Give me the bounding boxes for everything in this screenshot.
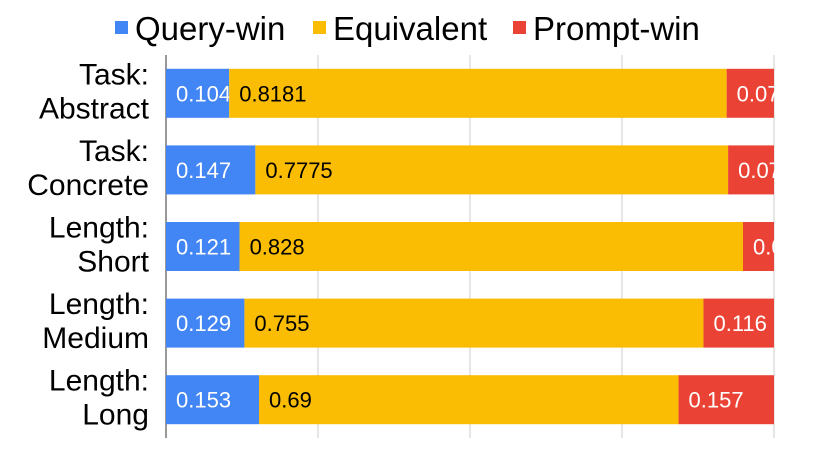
bars: 0.104 0.8181 0.0779 0.147 0.7775 0.0755 0.121 0…	[166, 68, 808, 425]
category-label: Length: Medium	[42, 288, 149, 355]
category-label-line: Task:	[79, 58, 149, 91]
legend-swatch-prompt-win	[513, 21, 526, 34]
category-label-line: Concrete	[27, 169, 149, 202]
bar-segment-prompt-win	[678, 375, 774, 425]
bar-segment-equivalent	[255, 145, 729, 195]
legend-swatch-equivalent	[313, 21, 326, 34]
data-label: 0.828	[250, 235, 305, 260]
category-label-line: Task:	[79, 135, 149, 168]
bar-segment-equivalent	[239, 222, 743, 271]
data-label: 0.121	[176, 235, 231, 260]
legend-swatch-query-win	[115, 21, 128, 34]
data-label: 0.0779	[737, 81, 804, 106]
data-label: 0.051	[753, 235, 808, 260]
data-label: 0.147	[176, 158, 231, 183]
data-label: 0.7775	[265, 158, 332, 183]
category-label-line: Abstract	[39, 92, 150, 125]
category-label-line: Long	[82, 399, 149, 432]
bar-segment-query-win	[166, 375, 260, 425]
category-label-line: Length:	[49, 212, 149, 245]
legend-label: Equivalent	[333, 10, 487, 47]
category-label: Task: Abstract	[39, 58, 150, 125]
category-label: Task: Concrete	[27, 135, 149, 202]
data-label: 0.8181	[239, 81, 306, 106]
bar-segment-equivalent	[229, 68, 727, 118]
bar-segment-prompt-win	[742, 222, 774, 271]
data-label: 0.157	[689, 388, 744, 413]
data-label: 0.116	[713, 311, 766, 336]
bar-segment-equivalent	[244, 298, 704, 348]
data-label: 0.129	[176, 311, 231, 336]
bar-segment-equivalent	[259, 375, 679, 425]
data-label: 0.0755	[738, 158, 805, 183]
legend-label: Prompt-win	[533, 10, 700, 47]
data-label: 0.153	[176, 388, 231, 413]
bar-segment-prompt-win	[728, 145, 774, 195]
category-label: Length: Short	[49, 212, 150, 279]
bar-segment-query-win	[166, 145, 256, 195]
category-label-line: Length:	[49, 365, 149, 398]
data-label: 0.755	[254, 311, 309, 336]
category-label-line: Length:	[49, 288, 149, 321]
legend: Query-win Equivalent Prompt-win	[115, 10, 700, 47]
category-label-line: Medium	[42, 322, 149, 355]
legend-label: Query-win	[135, 10, 285, 47]
data-label: 0.104	[176, 81, 231, 106]
bar-segment-prompt-win	[726, 68, 774, 118]
data-label: 0.69	[269, 388, 312, 413]
bar-segment-prompt-win	[703, 298, 774, 348]
category-label: Length: Long	[49, 365, 149, 432]
category-label-line: Short	[77, 246, 149, 279]
bar-segment-query-win	[166, 68, 230, 118]
bar-segment-query-win	[166, 222, 240, 271]
bar-segment-query-win	[166, 298, 245, 348]
